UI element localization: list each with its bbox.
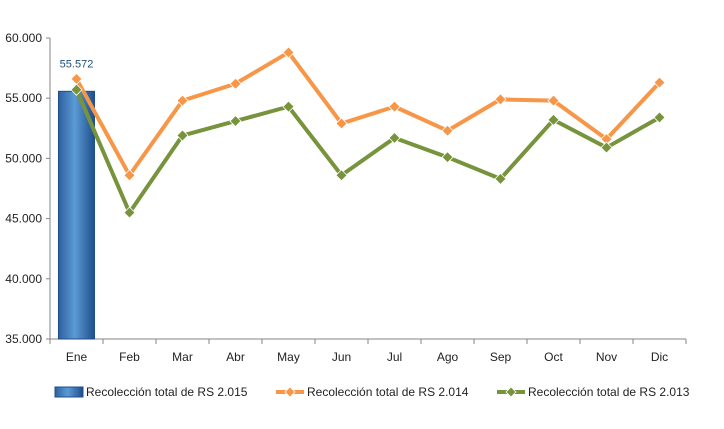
x-tick-label: Jul [387, 350, 402, 364]
data-point-marker [388, 131, 401, 144]
x-tick-label: Jun [332, 350, 351, 364]
y-tick-label: 50.000 [5, 151, 42, 165]
y-tick-label: 40.000 [5, 272, 42, 286]
series-line [74, 87, 662, 215]
x-tick-label: Dic [651, 350, 668, 364]
legend-label: Recolección total de RS 2.015 [86, 385, 248, 399]
data-point-marker [547, 113, 560, 126]
series-line [74, 50, 662, 178]
x-tick-label: Abr [226, 350, 245, 364]
legend-swatch-bar [54, 386, 84, 398]
x-tick-label: Feb [119, 350, 140, 364]
data-point-marker [494, 93, 507, 106]
x-tick-label: Sep [490, 350, 512, 364]
y-tick-label: 45.000 [5, 212, 42, 226]
data-point-marker [600, 141, 613, 154]
x-tick-label: Mar [172, 350, 193, 364]
data-point-marker [229, 115, 242, 128]
data-point-marker [441, 151, 454, 164]
y-tick-label: 60.000 [5, 31, 42, 45]
x-tick-label: Ago [437, 350, 459, 364]
data-point-marker [335, 117, 348, 130]
axes-layer: 35.000 40.000 45.000 50.000 55.000 60.000 Ene F… [5, 31, 687, 364]
legend: Recolección total de RS 2.015 Recolección… [54, 385, 690, 399]
lines-layer [70, 46, 666, 219]
x-tick-label: May [277, 350, 300, 364]
x-tick-label: Oct [544, 350, 563, 364]
data-point-marker [229, 77, 242, 90]
labels-layer: 55.572 [60, 58, 94, 70]
data-point-marker [123, 206, 136, 219]
x-tick-label: Nov [596, 350, 617, 364]
y-tick-label: 55.000 [5, 91, 42, 105]
legend-label: Recolección total de RS 2.013 [528, 385, 690, 399]
data-point-marker [441, 124, 454, 137]
data-point-marker [335, 169, 348, 182]
data-point-marker [494, 172, 507, 185]
data-point-marker [282, 100, 295, 113]
y-tick-label: 35.000 [5, 332, 42, 346]
data-point-marker [547, 94, 560, 107]
data-point-marker [282, 46, 295, 59]
bar-data-label: 55.572 [60, 58, 94, 70]
bars-layer [57, 90, 96, 340]
data-point-marker [176, 94, 189, 107]
data-point-marker [70, 83, 83, 96]
legend-swatch-marker [505, 386, 517, 398]
legend-label: Recolección total de RS 2.014 [307, 385, 469, 399]
legend-swatch-marker [284, 386, 296, 398]
bar [57, 90, 96, 340]
data-point-marker [176, 129, 189, 142]
data-point-marker [388, 100, 401, 113]
x-tick-label: Ene [66, 350, 88, 364]
data-point-marker [653, 111, 666, 124]
data-point-marker [653, 76, 666, 89]
data-point-marker [123, 169, 136, 182]
